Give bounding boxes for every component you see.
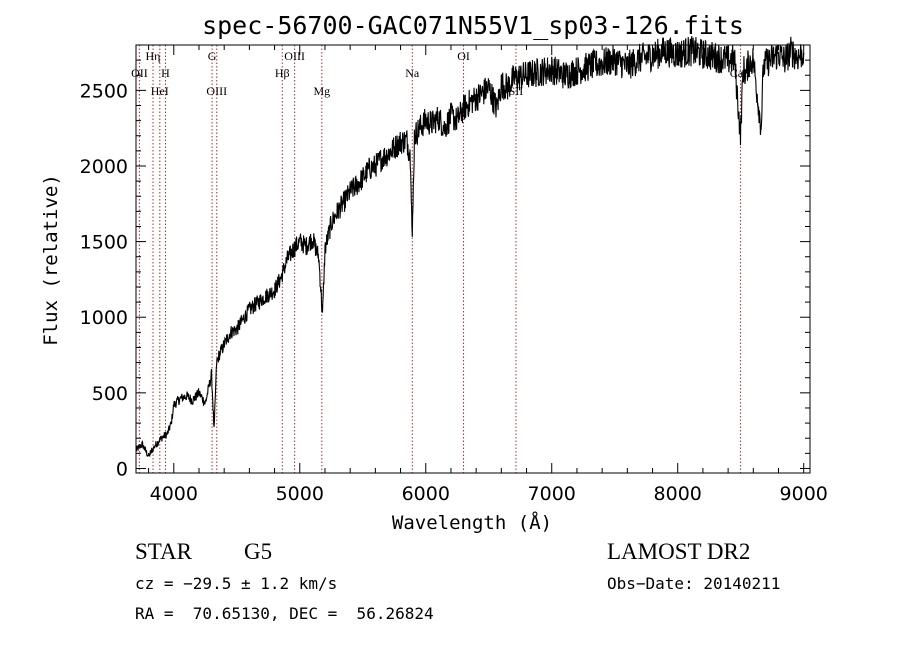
y-tick-label: 1000 [80,307,128,329]
line-label-4: G [208,49,217,63]
line-label-0: OII [131,66,148,80]
line-label-5: OIII [206,84,227,98]
redshift-text: cz = −29.5 ± 1.2 km/s [135,574,338,593]
object-subclass: G5 [244,539,273,564]
line-label-7: OIII [284,49,305,63]
y-axis-label: Flux (relative) [40,174,62,346]
x-tick-label: 4000 [150,483,198,505]
y-axis-ticks: 0 500 1000 1500 2000 2500 [80,59,810,480]
plot-frame [135,44,811,474]
y-tick-label: 2000 [80,156,128,178]
obs-date-text: Obs−Date: 20140211 [607,574,781,593]
coordinates-text: RA = 70.65130, DEC = 56.26824 [135,604,434,623]
line-label-1: Hη [146,49,161,63]
x-axis-label: Wavelength (Å) [392,511,552,534]
line-label-8: Mg [313,84,330,98]
spectrum-line [135,36,805,457]
y-tick-label: 2500 [80,80,128,102]
line-label-9: Na [405,66,420,80]
line-label-10: OI [457,49,470,63]
spectral-line-markers [138,45,741,473]
x-tick-label: 8000 [654,483,702,505]
object-class: STAR [135,539,192,564]
y-tick-label: 0 [116,458,128,480]
line-label-6: Hβ [275,66,290,80]
line-label-3: H [161,66,170,80]
y-tick-label: 500 [92,383,128,405]
survey-name: LAMOST DR2 [607,539,751,564]
y-tick-label: 1500 [80,232,128,254]
x-tick-label: 6000 [402,483,450,505]
x-tick-label: 5000 [276,483,324,505]
chart-title: spec-56700-GAC071N55V1_sp03-126.fits [202,11,744,40]
x-axis-ticks: 4000 5000 6000 7000 8000 9000 [148,45,828,505]
x-tick-label: 7000 [528,483,576,505]
line-label-2: HeI [151,84,169,98]
x-tick-label: 9000 [780,483,828,505]
